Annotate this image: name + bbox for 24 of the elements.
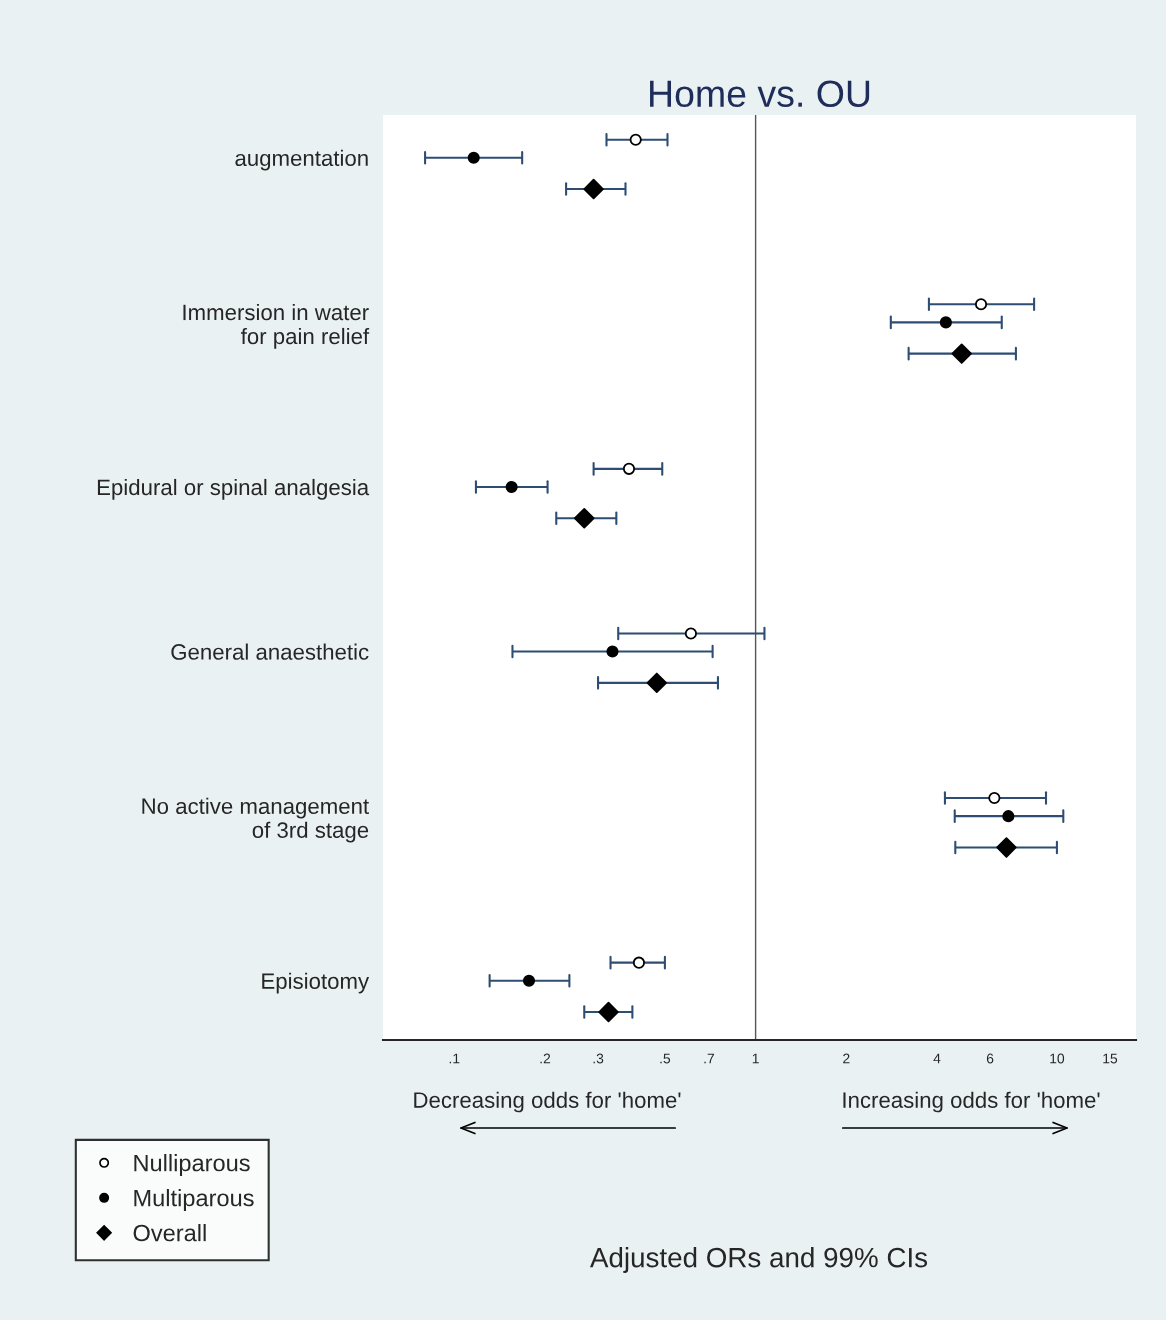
chart-title: Home vs. OU xyxy=(650,80,870,108)
text: Adjusted ORs and 99% CIs xyxy=(590,1247,928,1273)
y-tick-label: General anaesthetic xyxy=(171,643,369,660)
x-tick-label: 15 xyxy=(1103,1053,1118,1064)
y-tick-label: No active management of 3rd stage xyxy=(142,797,369,843)
x-tick-label: .5 xyxy=(660,1053,671,1064)
x-tick-label: 2 xyxy=(843,1053,850,1064)
y-tick-label: Episiotomy xyxy=(262,972,370,994)
x-tick-label: .1 xyxy=(449,1053,460,1064)
text: Increasing odds for 'home' xyxy=(843,1091,1100,1113)
y-tick-label: Immersion in water for pain relief xyxy=(183,303,370,349)
y-tick-label: Epidural or spinal analgesia xyxy=(97,478,370,500)
legend-label: Overall xyxy=(133,1224,206,1242)
x-tick-label: .2 xyxy=(540,1053,551,1064)
x-tick-label: 1 xyxy=(752,1053,759,1064)
x-tick-label: .3 xyxy=(593,1053,604,1064)
legend-label: Nulliparous xyxy=(134,1154,250,1177)
legend-label: Multiparous xyxy=(134,1189,254,1212)
x-tick-label: 10 xyxy=(1050,1053,1065,1064)
x-tick-label: 6 xyxy=(986,1053,994,1064)
x-tick-label: .7 xyxy=(704,1053,715,1064)
text: Decreasing odds for 'home' xyxy=(414,1091,681,1113)
x-tick-label: 4 xyxy=(933,1053,941,1064)
y-tick-label: augmentation xyxy=(235,149,368,171)
